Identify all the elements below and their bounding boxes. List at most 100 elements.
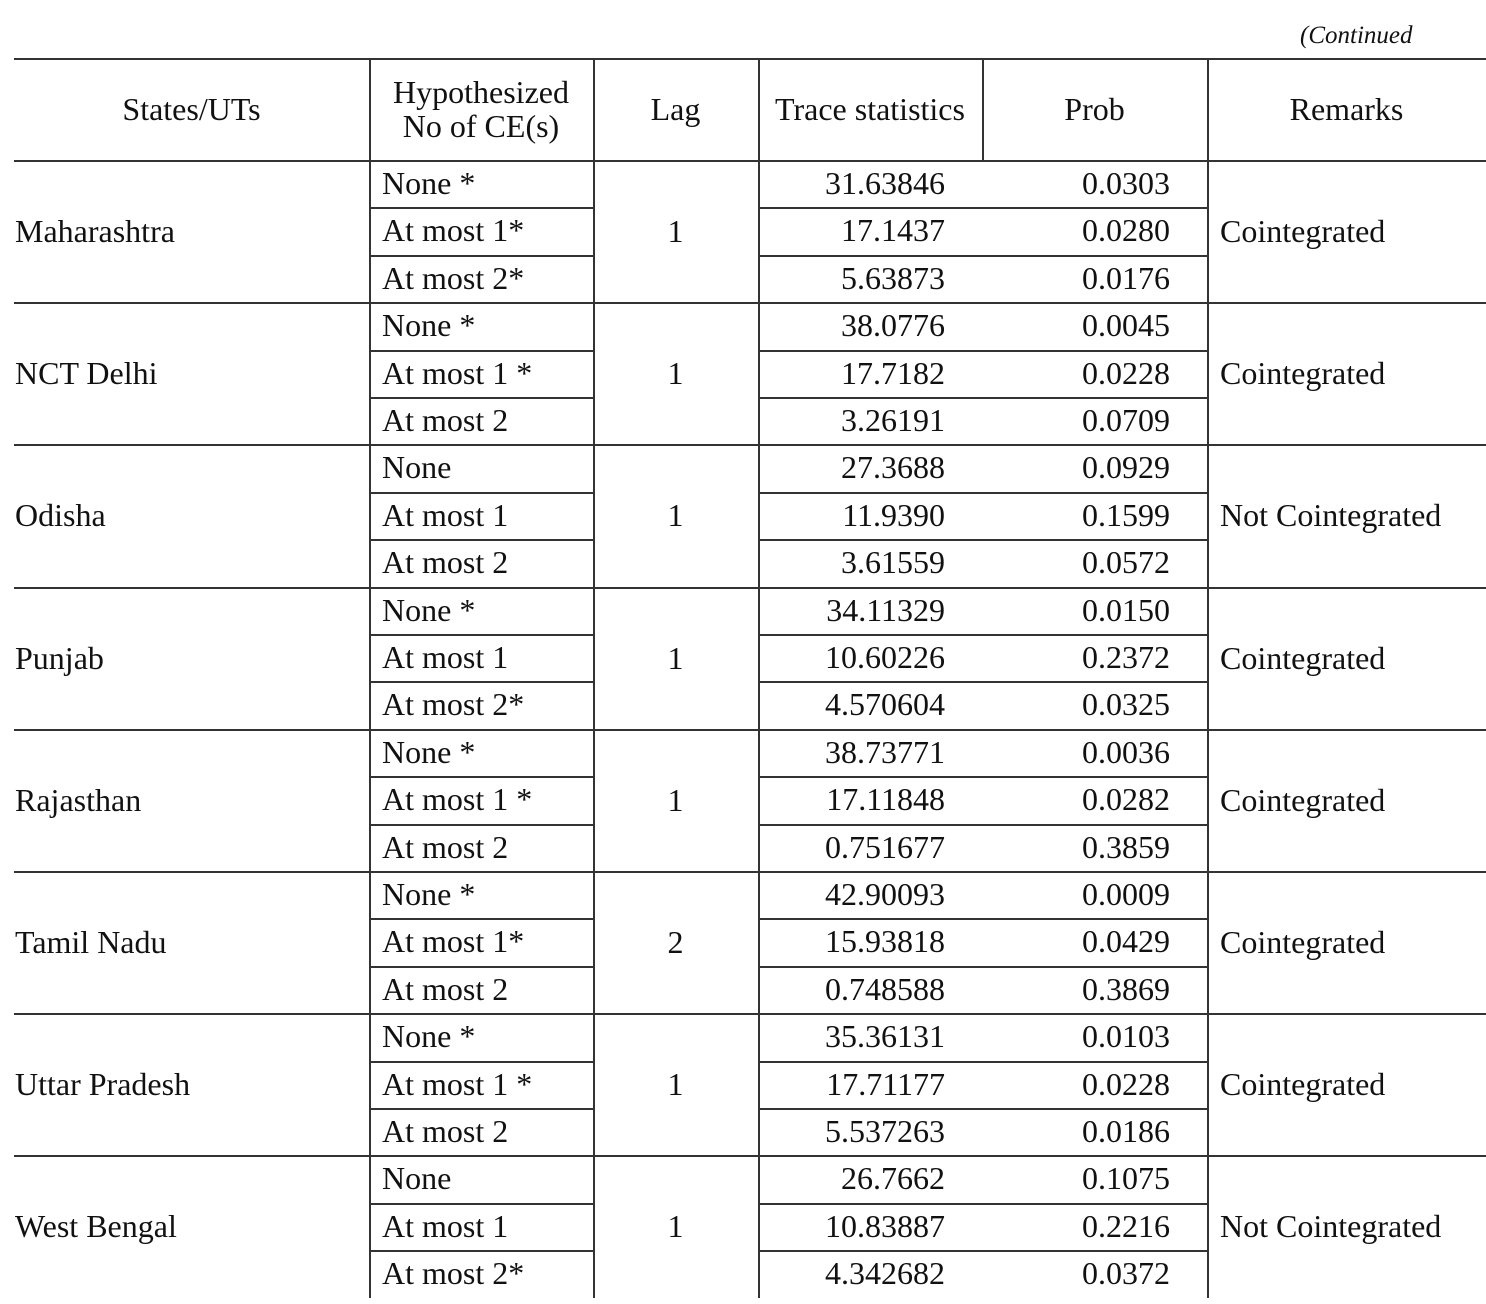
hypothesis-cell: At most 1 * xyxy=(382,1065,533,1102)
trace-cell: 38.0776 xyxy=(841,307,945,344)
hypothesis-cell: At most 1 xyxy=(382,639,509,675)
rule xyxy=(369,397,593,399)
rule xyxy=(758,965,1207,968)
remarks-cell: Cointegrated xyxy=(1220,355,1386,392)
state-cell: Rajasthan xyxy=(15,781,142,818)
lag-cell: 1 xyxy=(667,639,684,676)
trace-cell: 0.748588 xyxy=(825,970,945,1007)
rule xyxy=(758,871,760,1014)
rule xyxy=(369,1060,593,1063)
prob-cell: 0.0176 xyxy=(1082,259,1170,296)
state-cell: NCT Delhi xyxy=(15,355,158,392)
trace-cell: 34.11329 xyxy=(826,591,945,628)
rule xyxy=(369,728,371,871)
rule xyxy=(758,586,760,729)
rule xyxy=(758,776,1207,779)
hypothesis-cell: None * xyxy=(382,591,476,628)
rule xyxy=(369,681,593,684)
rule xyxy=(1207,728,1209,871)
rule xyxy=(369,1250,593,1253)
state-cell: Tamil Nadu xyxy=(15,924,167,960)
prob-cell: 0.0036 xyxy=(1082,733,1170,770)
state-cell: Maharashtra xyxy=(15,213,175,249)
state-cell: Uttar Pradesh xyxy=(15,1066,191,1103)
trace-cell: 10.83887 xyxy=(825,1207,945,1244)
rule xyxy=(758,349,1207,352)
rule xyxy=(593,871,595,1014)
hypothesis-cell: At most 2 xyxy=(382,402,509,438)
rule xyxy=(758,728,760,871)
trace-cell: 17.71177 xyxy=(826,1065,945,1102)
hypothesis-cell: None * xyxy=(382,876,476,912)
header-cell: Lag xyxy=(650,91,701,127)
hypothesis-cell: None * xyxy=(382,733,476,770)
trace-cell: 42.90093 xyxy=(825,876,945,912)
prob-cell: 0.0282 xyxy=(1082,781,1170,818)
rule xyxy=(369,871,371,1014)
rule xyxy=(369,1155,371,1298)
rule xyxy=(14,444,1486,447)
rule xyxy=(14,58,1486,60)
remarks-cell: Cointegrated xyxy=(1220,781,1386,818)
rule xyxy=(593,586,595,729)
remarks-cell: Cointegrated xyxy=(1220,1066,1386,1103)
rule xyxy=(1207,1013,1209,1156)
prob-cell: 0.0709 xyxy=(1082,402,1170,438)
hypothesis-cell: At most 2* xyxy=(382,259,525,296)
rule xyxy=(369,302,371,445)
hypothesis-cell: None * xyxy=(382,1018,476,1055)
rule xyxy=(369,776,593,779)
trace-cell: 5.63873 xyxy=(841,259,945,296)
rule xyxy=(369,1013,371,1156)
remarks-cell: Cointegrated xyxy=(1220,213,1386,249)
hypothesis-cell: At most 2 xyxy=(382,970,509,1007)
rule xyxy=(1207,58,1209,160)
hypothesis-cell: At most 1 * xyxy=(382,354,533,391)
trace-cell: 31.63846 xyxy=(825,165,945,201)
rule xyxy=(14,160,1486,162)
rule xyxy=(369,1202,593,1205)
trace-cell: 17.11848 xyxy=(826,781,945,818)
header-cell: Remarks xyxy=(1289,91,1404,127)
prob-cell: 0.3859 xyxy=(1082,828,1170,865)
hypothesis-cell: At most 2 xyxy=(382,828,509,865)
hypothesis-cell: At most 1* xyxy=(382,212,525,249)
trace-cell: 17.7182 xyxy=(841,354,945,391)
rule xyxy=(758,302,760,445)
rule xyxy=(758,634,1207,636)
prob-cell: 0.2372 xyxy=(1082,639,1170,675)
rule xyxy=(593,58,595,160)
rule xyxy=(14,302,1486,305)
prob-cell: 0.0280 xyxy=(1082,212,1170,249)
header-cell: States/UTs xyxy=(122,91,261,127)
rule xyxy=(369,965,593,968)
hypothesis-cell: At most 1 * xyxy=(382,781,533,818)
hypothesis-cell: At most 2 xyxy=(382,544,509,581)
rule xyxy=(758,1202,1207,1205)
lag-cell: 1 xyxy=(667,355,684,392)
prob-cell: 0.0228 xyxy=(1082,1065,1170,1102)
rule xyxy=(369,58,371,160)
lag-cell: 1 xyxy=(667,1066,684,1103)
trace-cell: 35.36131 xyxy=(825,1018,945,1055)
header-cell: Trace statistics xyxy=(775,91,965,127)
prob-cell: 0.0929 xyxy=(1082,449,1170,486)
rule xyxy=(758,1013,760,1156)
lag-cell: 2 xyxy=(667,924,684,960)
rule xyxy=(758,918,1207,921)
rule xyxy=(369,1108,593,1110)
remarks-cell: Cointegrated xyxy=(1220,639,1386,676)
remarks-cell: Not Cointegrated xyxy=(1220,1208,1442,1245)
rule xyxy=(1207,302,1209,445)
rule xyxy=(593,444,595,587)
rule xyxy=(758,58,760,160)
rule xyxy=(1207,160,1209,303)
rule xyxy=(758,823,1207,826)
rule xyxy=(593,728,595,871)
trace-cell: 3.26191 xyxy=(841,402,945,438)
rule xyxy=(593,1155,595,1298)
prob-cell: 0.2216 xyxy=(1082,1207,1170,1244)
rule xyxy=(758,444,760,587)
hypothesis-cell: At most 2* xyxy=(382,686,525,723)
trace-cell: 38.73771 xyxy=(825,733,945,770)
